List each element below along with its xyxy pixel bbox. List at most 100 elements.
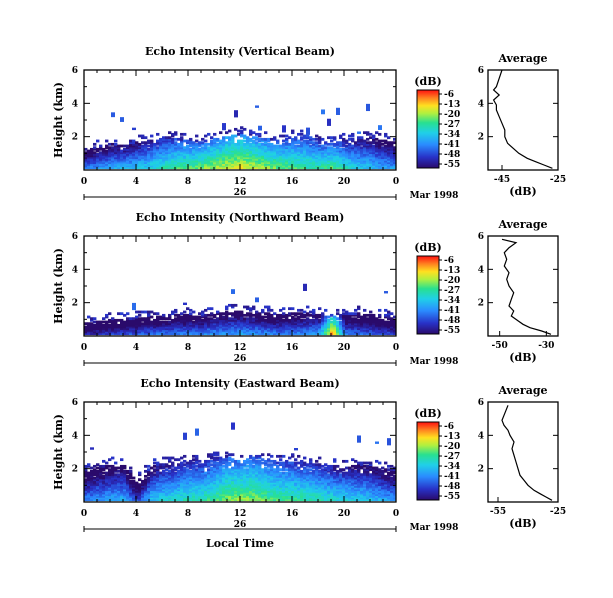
- heatmap-cell: [225, 315, 229, 319]
- heatmap-cell: [234, 496, 238, 500]
- heatmap-cell: [348, 322, 352, 326]
- heatmap-cell: [288, 483, 292, 487]
- heatmap-cell: [363, 147, 367, 151]
- heatmap-cell: [153, 152, 157, 156]
- heatmap-cell: [384, 308, 388, 312]
- heatmap-cell: [147, 325, 151, 329]
- heatmap-cell: [285, 330, 289, 334]
- heatmap-cell: [264, 154, 268, 158]
- heatmap-cell: [294, 325, 298, 329]
- heatmap-cell: [213, 332, 217, 336]
- heatmap-cell: [219, 498, 223, 502]
- heatmap-cell: [144, 323, 148, 327]
- heatmap-cell: [123, 473, 127, 477]
- heatmap-cell: [90, 154, 94, 158]
- heatmap-cell: [213, 159, 217, 163]
- heatmap-cell: [159, 147, 163, 151]
- heatmap-cell: [201, 476, 205, 480]
- heatmap-cell: [186, 489, 190, 493]
- heatmap-cell: [318, 474, 322, 478]
- heatmap-cell: [267, 327, 271, 331]
- heatmap-cell: [267, 328, 271, 332]
- heatmap-cell: [204, 159, 208, 163]
- heatmap-cell: [294, 152, 298, 156]
- heatmap-cell: [156, 157, 160, 161]
- heatmap-cell: [306, 481, 310, 485]
- heatmap-cell: [162, 493, 166, 497]
- heatmap-cell: [273, 473, 277, 477]
- heatmap-cell: [339, 164, 343, 168]
- heatmap-cell: [186, 152, 190, 156]
- heatmap-cell: [369, 149, 373, 153]
- heatmap-cell: [381, 328, 385, 332]
- heatmap-cell: [336, 147, 340, 151]
- heatmap-cell: [168, 142, 172, 146]
- heatmap-cell: [177, 463, 181, 467]
- heatmap-cell: [180, 483, 184, 487]
- heatmap-cell: [294, 483, 298, 487]
- heatmap-cell: [162, 325, 166, 329]
- colorbar-tick-label: -6: [444, 90, 454, 100]
- heatmap-cell: [282, 476, 286, 480]
- heatmap-cell: [270, 142, 274, 146]
- x-tick-label: 4: [133, 177, 139, 187]
- heatmap-cell: [255, 464, 259, 468]
- heatmap-cell: [204, 134, 208, 138]
- heatmap-cell: [159, 473, 163, 477]
- heatmap-cell: [249, 312, 253, 316]
- heatmap-cell: [120, 312, 124, 316]
- heatmap-cell: [315, 134, 319, 138]
- heatmap-cell: [255, 494, 259, 498]
- heatmap-cell: [387, 322, 391, 326]
- heatmap-cell: [261, 142, 265, 146]
- heatmap-cell: [234, 164, 238, 168]
- heatmap-cell: [111, 154, 115, 158]
- heatmap-cell: [315, 154, 319, 158]
- heatmap-cell: [294, 147, 298, 151]
- heatmap-cell: [387, 157, 391, 161]
- heatmap-cell: [114, 476, 118, 480]
- heatmap-cell: [222, 146, 226, 150]
- heatmap-cell: [192, 152, 196, 156]
- heatmap-cell: [225, 330, 229, 334]
- heatmap-cell: [321, 164, 325, 168]
- heatmap-cell: [180, 151, 184, 155]
- heatmap-cell: [222, 152, 226, 156]
- heatmap-cell: [144, 166, 148, 170]
- heatmap-cell: [255, 332, 259, 336]
- heatmap-cell: [222, 464, 226, 468]
- heatmap-cell: [129, 166, 133, 170]
- heatmap-cell: [303, 461, 307, 465]
- heatmap-cell: [225, 154, 229, 158]
- heatmap-cell: [105, 474, 109, 478]
- heatmap-cell: [168, 471, 172, 475]
- heatmap-cell: [309, 464, 313, 468]
- heatmap-cell: [255, 322, 259, 326]
- heatmap-cell: [306, 154, 310, 158]
- heatmap-cell: [138, 151, 142, 155]
- heatmap-cell: [330, 330, 334, 334]
- heatmap-cell: [159, 498, 163, 502]
- heatmap-cell: [303, 156, 307, 160]
- heatmap-cell: [165, 478, 169, 482]
- heatmap-cell: [135, 310, 139, 314]
- heatmap-cell: [258, 494, 262, 498]
- heatmap-cell: [114, 496, 118, 500]
- heatmap-cell: [99, 474, 103, 478]
- heatmap-cell: [366, 151, 370, 155]
- heatmap-cell: [273, 332, 277, 336]
- heatmap-cell: [189, 327, 193, 331]
- heatmap-cell: [156, 156, 160, 160]
- heatmap-cell: [270, 476, 274, 480]
- heatmap-cell: [216, 137, 220, 141]
- heatmap-cell: [333, 157, 337, 161]
- heatmap-cell: [126, 146, 130, 150]
- heatmap-cell: [225, 484, 229, 488]
- heatmap-cell: [249, 131, 253, 135]
- heatmap-cell: [228, 162, 232, 166]
- heatmap-cell: [270, 137, 274, 141]
- heatmap-cell: [189, 489, 193, 493]
- heatmap-cell: [324, 474, 328, 478]
- heatmap-cell: [288, 484, 292, 488]
- heatmap-panel: Echo Intensity (Vertical Beam)0 4 8 12 16 20 0…: [52, 45, 460, 201]
